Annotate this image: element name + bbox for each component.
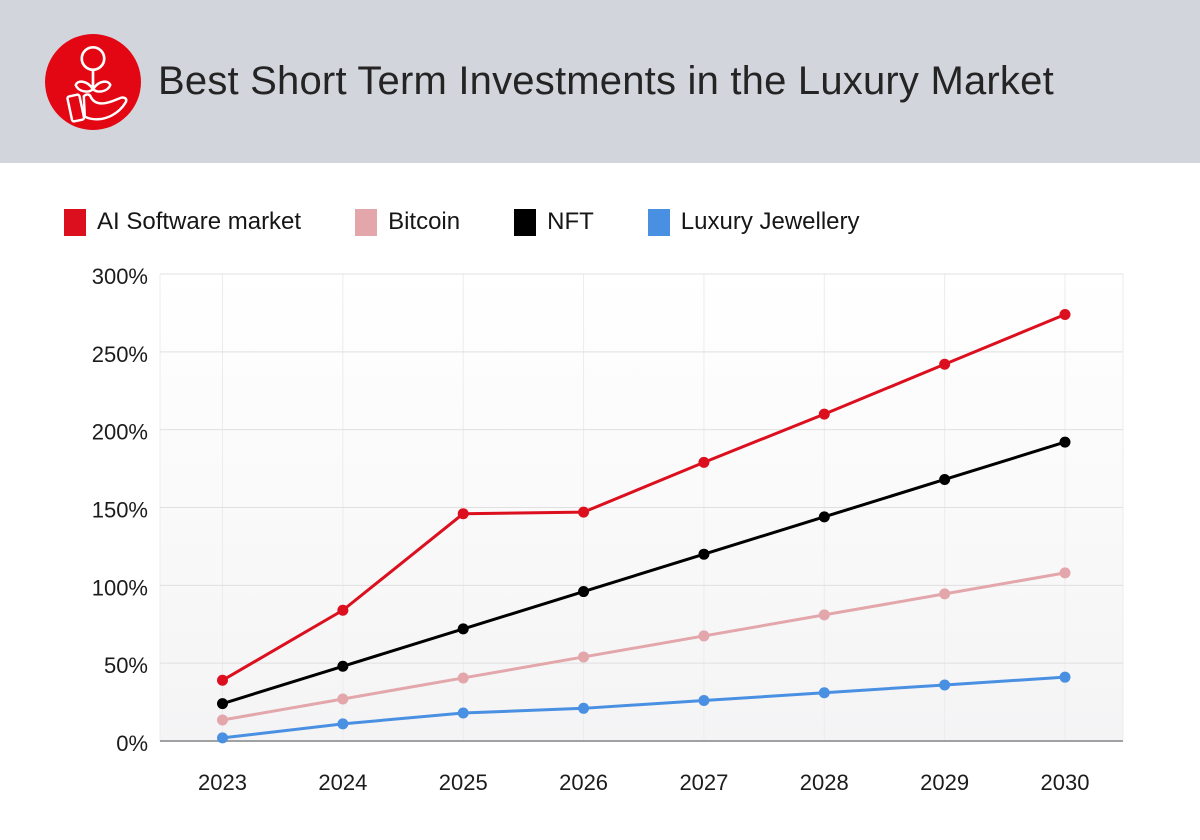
y-tick-label: 200% [92, 420, 148, 445]
x-tick-label: 2024 [318, 770, 367, 795]
legend-swatch-blue [647, 208, 670, 236]
data-point [939, 473, 951, 485]
y-tick-label: 300% [92, 264, 148, 289]
page-title: Best Short Term Investments in the Luxur… [158, 59, 1054, 103]
legend-label: AI Software market [97, 208, 302, 235]
data-point [457, 508, 469, 520]
x-tick-label: 2029 [920, 770, 969, 795]
series-line-bitcoin [221, 571, 1067, 722]
data-point [457, 707, 469, 719]
data-point [1059, 671, 1071, 683]
legend-swatch-black [514, 208, 537, 236]
legend-label: Bitcoin [388, 208, 461, 235]
data-point [698, 695, 710, 707]
legend-item-ai-software-market: AI Software market [64, 208, 301, 236]
data-point [1059, 308, 1071, 320]
data-point [698, 456, 710, 468]
plot-area: 0% 50% 100% 150% 200% 250% 300% 2023 2024 2025 202… [92, 264, 1124, 795]
data-point [1059, 567, 1071, 579]
data-point [578, 586, 590, 598]
y-tick-label: 150% [92, 498, 148, 523]
data-point [1059, 436, 1071, 448]
data-point [698, 548, 710, 560]
data-point [818, 408, 830, 420]
chart-legend: AI Software market Bitcoin NFT Luxury Je… [64, 208, 914, 236]
legend-swatch-pink [355, 208, 378, 236]
data-point [939, 588, 951, 600]
x-tick-label: 2026 [559, 770, 608, 795]
data-point [337, 718, 349, 730]
series-line-ai-software-market [221, 312, 1067, 682]
x-tick-label: 2027 [679, 770, 728, 795]
data-point [337, 693, 349, 705]
legend-label: NFT [547, 208, 594, 235]
legend-item-bitcoin: Bitcoin [355, 208, 460, 236]
y-tick-label: 0% [116, 731, 148, 756]
data-point [578, 651, 590, 663]
data-point [217, 698, 228, 710]
legend-item-nft: NFT [514, 208, 594, 236]
y-tick-label: 250% [92, 342, 148, 367]
data-point [217, 674, 228, 686]
x-tick-label: 2025 [439, 770, 488, 795]
x-tick-label: 2023 [198, 770, 247, 795]
data-point [217, 732, 228, 744]
series-line-nft [221, 440, 1067, 706]
data-point [818, 511, 830, 523]
data-point [578, 702, 590, 714]
y-tick-label: 100% [92, 575, 148, 600]
data-point [457, 623, 469, 635]
plant-in-hand-icon [45, 33, 141, 130]
legend-swatch-red [64, 208, 86, 236]
data-point [939, 679, 951, 691]
data-point [337, 660, 349, 672]
header: Best Short Term Investments in the Luxur… [0, 0, 1200, 163]
data-point [818, 687, 830, 699]
data-point [698, 630, 710, 642]
legend-label: Luxury Jewellery [680, 208, 860, 235]
data-point [578, 506, 590, 518]
legend-item-luxury-jewellery: Luxury Jewellery [647, 208, 860, 236]
data-point [337, 604, 349, 616]
x-tick-label: 2028 [800, 770, 849, 795]
data-point [217, 714, 228, 726]
data-point [818, 609, 830, 621]
data-point [457, 672, 469, 684]
y-tick-label: 50% [104, 653, 148, 678]
data-point [939, 358, 951, 370]
series-line-luxury-jewellery [221, 675, 1067, 740]
x-tick-label: 2030 [1041, 770, 1090, 795]
